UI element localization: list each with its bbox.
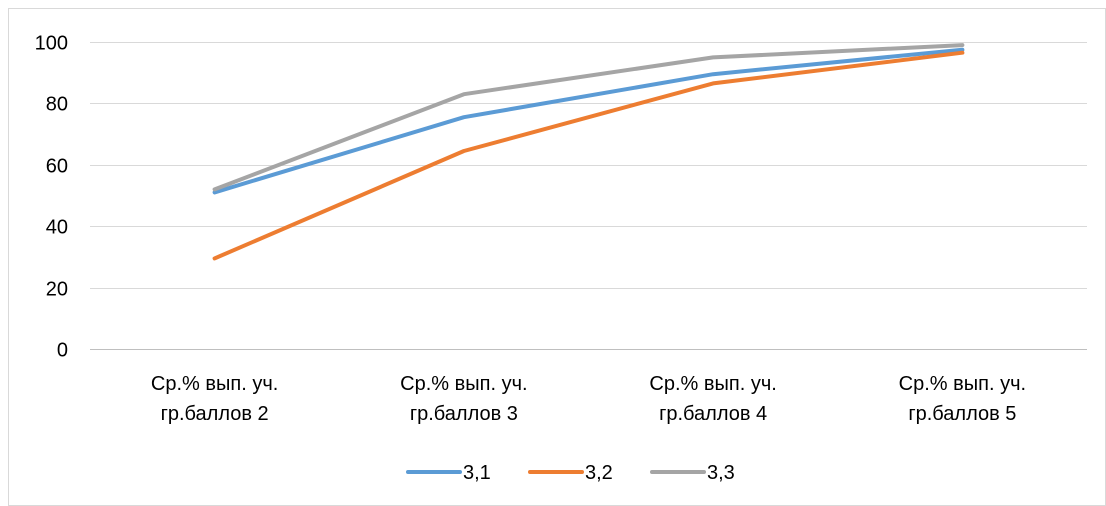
y-tick-label: 80: [46, 94, 68, 116]
legend-item: 3,2: [528, 462, 613, 484]
x-tick-label: Ср.% вып. уч. гр.баллов 5: [899, 373, 1026, 425]
x-tick-label-line: Ср.% вып. уч.: [899, 373, 1026, 395]
y-tick-label: 40: [46, 217, 68, 239]
x-tick-label-line: гр.баллов 2: [161, 403, 269, 425]
x-axis-ticks: Ср.% вып. уч. гр.баллов 2 Ср.% вып. уч. гр.…: [151, 373, 1026, 425]
x-tick-label-line: гр.баллов 3: [410, 403, 518, 425]
legend-label: 3,1: [463, 462, 491, 484]
series-line-3: [212, 43, 965, 192]
x-tick-label-line: гр.баллов 5: [908, 403, 1016, 425]
series-lines: [212, 43, 965, 261]
legend-item: 3,1: [406, 462, 491, 484]
y-tick-label: 0: [57, 340, 68, 362]
x-tick-label-line: Ср.% вып. уч.: [400, 373, 527, 395]
x-tick-label: Ср.% вып. уч. гр.баллов 4: [649, 373, 776, 425]
x-tick-label-line: гр.баллов 4: [659, 403, 767, 425]
series-line-2: [212, 50, 965, 261]
y-tick-label: 100: [35, 33, 68, 55]
x-tick-label-line: Ср.% вып. уч.: [649, 373, 776, 395]
gridlines: [90, 42, 1087, 350]
x-tick-label: Ср.% вып. уч. гр.баллов 3: [400, 373, 527, 425]
chart-frame: [8, 8, 1106, 506]
legend: 3,1 3,2 3,3: [406, 462, 735, 484]
legend-item: 3,3: [650, 462, 735, 484]
y-tick-label: 60: [46, 156, 68, 178]
x-tick-label-line: Ср.% вып. уч.: [151, 373, 278, 395]
series-line-1: [212, 47, 965, 195]
y-tick-label: 20: [46, 279, 68, 301]
legend-label: 3,3: [707, 462, 735, 484]
legend-label: 3,2: [585, 462, 613, 484]
x-tick-label: Ср.% вып. уч. гр.баллов 2: [151, 373, 278, 425]
y-axis-ticks: 0 20 40 60 80 100: [35, 33, 68, 362]
